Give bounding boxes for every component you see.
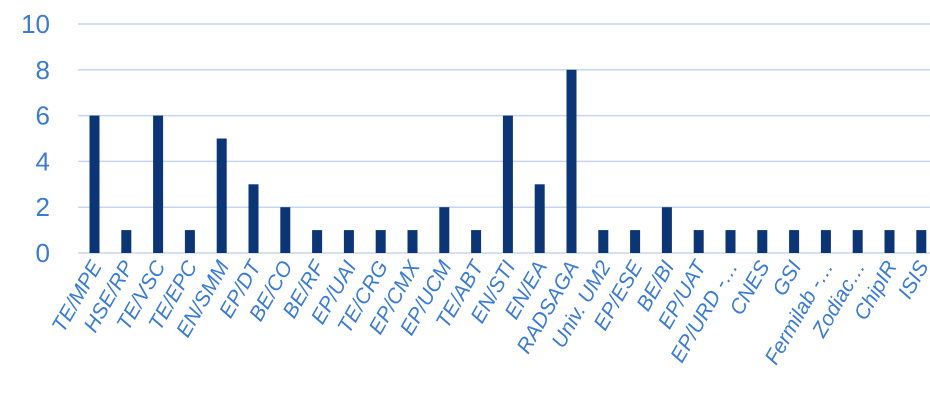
bar-14 — [534, 184, 545, 253]
bar-17 — [630, 230, 641, 253]
x-tick-label: ISIS — [894, 257, 930, 303]
bar-7 — [312, 230, 323, 253]
y-tick-label: 0 — [36, 238, 50, 268]
y-tick-label: 10 — [21, 9, 50, 39]
bar-5 — [248, 184, 259, 253]
bar-15 — [566, 69, 577, 253]
bar-4 — [216, 138, 227, 253]
bars — [89, 69, 927, 253]
bar-19 — [693, 230, 704, 253]
bar-9 — [375, 230, 386, 253]
y-tick-label: 6 — [36, 101, 50, 131]
bar-2 — [153, 115, 164, 253]
y-axis-ticks: 0 2 4 6 8 10 — [21, 9, 50, 268]
bar-26 — [916, 230, 927, 253]
y-tick-label: 8 — [36, 55, 50, 85]
bar-12 — [471, 230, 482, 253]
bar-25 — [884, 230, 895, 253]
bar-13 — [502, 115, 513, 253]
bar-20 — [725, 230, 736, 253]
bar-11 — [439, 207, 450, 253]
y-tick-label: 2 — [36, 192, 50, 222]
bar-3 — [184, 230, 195, 253]
bar-1 — [121, 230, 132, 253]
bar-8 — [343, 230, 354, 253]
x-axis-ticks: TE/MPEHSE/RPTE/VSCTE/EPCEN/SMMEP/DTBE/CO… — [48, 255, 930, 368]
bar-10 — [407, 230, 418, 253]
bar-24 — [852, 230, 863, 253]
bar-18 — [661, 207, 672, 253]
bar-21 — [757, 230, 768, 253]
y-tick-label: 4 — [36, 146, 50, 176]
bar-23 — [820, 230, 831, 253]
bar-16 — [598, 230, 609, 253]
bar-0 — [89, 115, 100, 253]
bar-6 — [280, 207, 291, 253]
bar-22 — [789, 230, 800, 253]
